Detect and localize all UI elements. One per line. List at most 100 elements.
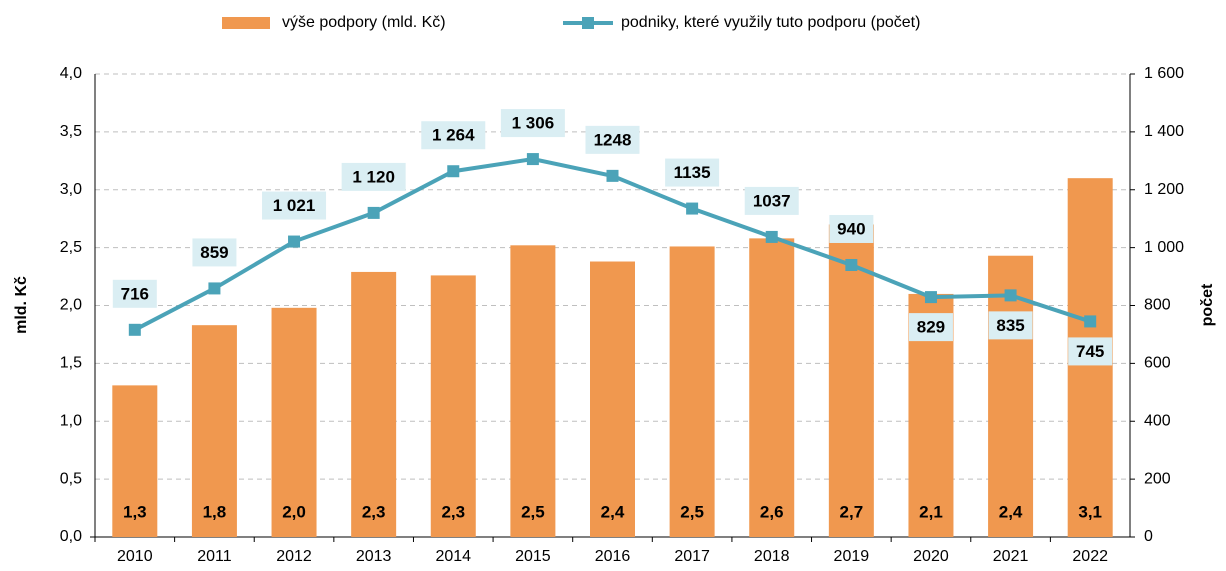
bar [112, 385, 158, 537]
line-marker [447, 165, 460, 178]
bar-value-label: 2,4 [601, 502, 625, 521]
legend-label: výše podpory (mld. Kč) [282, 14, 446, 31]
legend-swatch [582, 17, 594, 29]
y2-tick-label: 0 [1144, 528, 1153, 545]
line-value-label: 940 [837, 219, 865, 238]
x-tick-label: 2010 [117, 548, 153, 565]
line-value-label: 829 [917, 318, 945, 337]
y-tick-label: 3,5 [60, 123, 82, 140]
line-marker [128, 323, 141, 336]
x-tick-label: 2019 [834, 548, 870, 565]
line-marker [526, 153, 539, 166]
y2-tick-label: 400 [1144, 412, 1171, 429]
label-box [908, 313, 953, 342]
y-tick-label: 0,5 [60, 470, 82, 487]
line-marker [1084, 315, 1097, 328]
bar [271, 307, 317, 537]
line-marker [288, 235, 301, 248]
line-value-label: 1 021 [273, 196, 316, 215]
y-tick-label: 3,0 [60, 181, 82, 198]
label-box [341, 162, 406, 191]
y-axis-label: mld. Kč [13, 276, 30, 334]
x-tick-label: 2020 [913, 548, 949, 565]
line-marker [367, 206, 380, 219]
label-box [829, 214, 874, 243]
bar [749, 238, 795, 538]
bar [988, 255, 1034, 538]
y2-tick-label: 200 [1144, 470, 1171, 487]
x-tick-label: 2012 [276, 548, 312, 565]
line-value-label: 745 [1076, 342, 1104, 361]
bar-value-label: 3,1 [1078, 502, 1102, 521]
line-value-label: 1 264 [432, 126, 475, 145]
line-value-label: 859 [200, 243, 228, 262]
bar [590, 261, 635, 537]
line-marker [1004, 289, 1017, 302]
line-marker [845, 258, 858, 271]
x-tick-label: 2016 [595, 548, 631, 565]
line-marker [686, 202, 699, 215]
label-box [744, 186, 799, 215]
y-tick-label: 1,5 [60, 355, 82, 372]
bar-value-label: 2,7 [840, 502, 864, 521]
bar [191, 325, 237, 537]
bar-value-label: 2,4 [999, 502, 1023, 521]
legend-swatch [222, 17, 270, 29]
x-tick-label: 2022 [1072, 548, 1108, 565]
y-tick-label: 1,0 [60, 412, 82, 429]
bar-value-label: 1,3 [123, 502, 147, 521]
label-box [192, 238, 237, 267]
label-box [585, 125, 640, 154]
x-tick-label: 2011 [197, 548, 232, 565]
line-value-label: 1135 [674, 163, 711, 182]
label-box [500, 109, 565, 138]
legend-label: podniky, které využily tuto podporu (poč… [621, 14, 920, 31]
bar-value-label: 2,0 [282, 502, 306, 521]
y2-tick-label: 600 [1144, 355, 1171, 372]
line-value-label: 835 [996, 316, 1024, 335]
line-marker [208, 282, 221, 295]
y2-axis-label: počet [1199, 283, 1216, 326]
y2-tick-label: 800 [1144, 297, 1171, 314]
label-box [262, 191, 327, 220]
bar-value-label: 1,8 [203, 502, 227, 521]
bar [351, 271, 397, 537]
y2-tick-label: 1 600 [1144, 65, 1184, 82]
bar [828, 224, 874, 537]
line-value-label: 1037 [753, 191, 791, 210]
bar-value-label: 2,5 [521, 502, 545, 521]
x-tick-label: 2021 [993, 548, 1029, 565]
line-marker [765, 230, 778, 243]
line-marker [606, 169, 619, 182]
y2-tick-label: 1 000 [1144, 239, 1184, 256]
label-box [112, 279, 157, 308]
label-box [1068, 337, 1113, 366]
bar-value-label: 2,3 [441, 502, 465, 521]
y-tick-label: 0,0 [60, 528, 82, 545]
x-tick-label: 2017 [674, 548, 710, 565]
bar [430, 275, 476, 537]
label-box [665, 158, 720, 187]
x-tick-label: 2018 [754, 548, 790, 565]
y2-tick-label: 1 200 [1144, 181, 1184, 198]
line-value-label: 716 [121, 284, 149, 303]
y2-tick-label: 1 400 [1144, 123, 1184, 140]
bar-value-label: 2,5 [680, 502, 704, 521]
line-value-label: 1 120 [352, 167, 395, 186]
y-tick-label: 4,0 [60, 65, 82, 82]
line-marker [924, 291, 937, 304]
bar [510, 245, 556, 537]
y-tick-label: 2,5 [60, 239, 82, 256]
x-tick-label: 2014 [435, 548, 471, 565]
label-box [988, 311, 1033, 340]
bar-value-label: 2,1 [919, 502, 943, 521]
label-box [421, 121, 486, 150]
line-value-label: 1248 [594, 130, 632, 149]
bar-value-label: 2,3 [362, 502, 386, 521]
x-tick-label: 2015 [515, 548, 551, 565]
x-tick-label: 2013 [356, 548, 392, 565]
y-tick-label: 2,0 [60, 297, 82, 314]
line-value-label: 1 306 [512, 114, 555, 133]
bar [669, 246, 715, 537]
